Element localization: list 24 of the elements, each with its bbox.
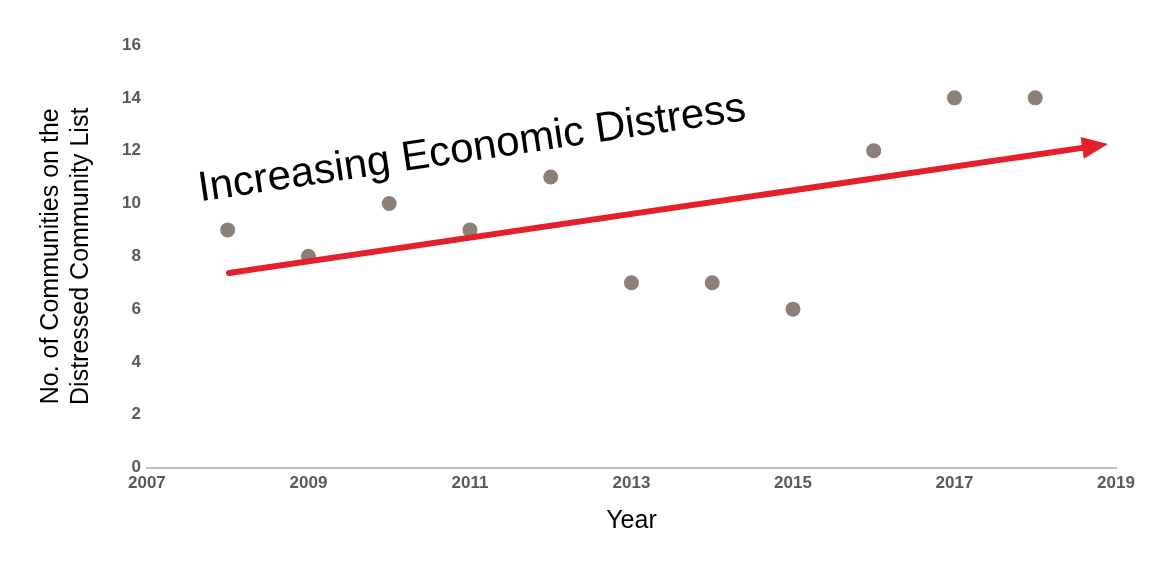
x-tick-label: 2015 <box>774 473 812 493</box>
y-axis-title: No. of Communities on the Distressed Community List <box>34 107 93 405</box>
point <box>866 143 882 159</box>
point <box>704 275 720 291</box>
x-tick-label: 2017 <box>935 473 974 493</box>
x-tick-label: 2013 <box>612 473 651 493</box>
x-axis-title: Year <box>606 504 657 533</box>
y-tick-label: 4 <box>131 351 142 371</box>
point <box>946 90 962 106</box>
y-tick-label: 8 <box>131 245 141 265</box>
annotation: Increasing Economic Distress <box>194 82 749 211</box>
x-tick-label: 2019 <box>1097 473 1135 493</box>
y-tick-label: 14 <box>121 87 142 107</box>
point <box>220 222 236 238</box>
y-tick-label: 6 <box>131 298 141 318</box>
y-tick-label: 16 <box>121 34 141 54</box>
y-tick-label: 12 <box>121 140 141 160</box>
point <box>623 275 639 291</box>
y-tick-label: 2 <box>131 404 141 424</box>
point <box>785 301 801 317</box>
x-tick-label: 2009 <box>289 473 328 493</box>
x-tick-label: 2011 <box>451 473 489 493</box>
point <box>1027 90 1043 106</box>
y-tick-label: 10 <box>121 193 141 213</box>
